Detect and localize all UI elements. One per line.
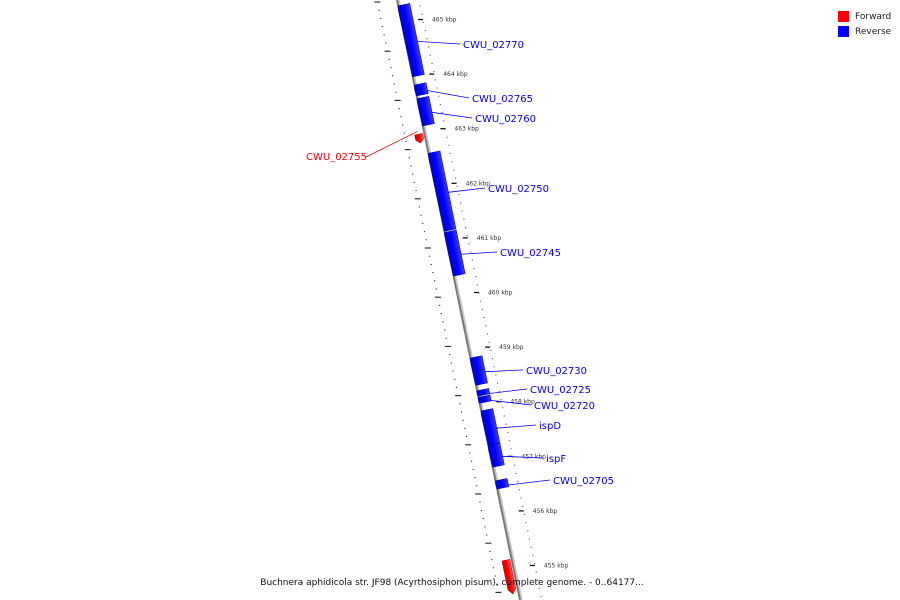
label-leader: [508, 479, 551, 486]
gene-arrow[interactable]: [413, 82, 429, 97]
reverse-swatch: [838, 26, 849, 37]
kbp-tick-label: 458 kbp: [510, 399, 535, 406]
gene-partial[interactable]: [501, 559, 517, 595]
strand-legend: Forward Reverse: [838, 9, 891, 39]
gene-arrow[interactable]: [414, 133, 425, 144]
gene-track: CWU_02770 CWU_02765 CWU_02760 CWU_02755 CWU_…: [306, 3, 614, 595]
gene-label[interactable]: CWU_02705: [553, 476, 614, 487]
gene-arrow[interactable]: [480, 408, 501, 446]
gene-cwu_02730[interactable]: CWU_02730: [469, 355, 587, 386]
kbp-tick-label: 462 kbp: [466, 180, 491, 187]
kbp-tick-label: 459 kbp: [499, 344, 524, 351]
kbp-tick-label: 460 kbp: [488, 290, 513, 297]
gene-label[interactable]: CWU_02730: [526, 366, 587, 377]
gene-arrow[interactable]: [476, 388, 491, 397]
gene-label[interactable]: ispF: [546, 454, 566, 465]
gene-label[interactable]: CWU_02725: [530, 385, 591, 396]
gene-label[interactable]: CWU_02770: [463, 40, 524, 51]
gene-arrow[interactable]: [427, 150, 457, 232]
label-leader: [502, 455, 544, 459]
gene-label[interactable]: CWU_02765: [472, 94, 533, 105]
gene-cwu_02720[interactable]: CWU_02720: [478, 394, 595, 412]
gene-label[interactable]: CWU_02745: [500, 248, 561, 259]
gene-cwu_02725[interactable]: CWU_02725: [476, 385, 591, 397]
kbp-tick-label: 455 kbp: [544, 563, 569, 570]
label-leader: [417, 40, 461, 45]
gene-cwu_02750[interactable]: CWU_02750: [427, 150, 549, 232]
gene-label[interactable]: CWU_02760: [475, 114, 536, 125]
legend-reverse-label: Reverse: [855, 26, 892, 37]
label-leader: [490, 399, 532, 406]
kbp-tick-label: 463 kbp: [454, 126, 479, 133]
gene-cwu_02765[interactable]: CWU_02765: [413, 82, 533, 105]
gene-arrow[interactable]: [501, 559, 517, 595]
legend-forward: Forward: [838, 9, 891, 24]
label-leader: [460, 251, 498, 255]
gene-cwu_02705[interactable]: CWU_02705: [495, 476, 614, 490]
label-leader: [427, 90, 470, 99]
legend-forward-label: Forward: [855, 11, 892, 22]
gene-ispf[interactable]: ispF: [487, 442, 567, 468]
gene-cwu_02770[interactable]: CWU_02770: [397, 3, 524, 78]
legend-reverse: Reverse: [838, 24, 891, 39]
gene-label[interactable]: CWU_02720: [534, 401, 595, 412]
gene-cwu_02755[interactable]: CWU_02755: [306, 131, 424, 163]
genome-caption: Buchnera aphidicola str. JF98 (Acyrthosi…: [260, 578, 644, 588]
kbp-tick-label: 457 kbp: [522, 453, 547, 460]
gene-arrow[interactable]: [444, 229, 466, 277]
label-leader: [431, 111, 473, 119]
label-leader: [448, 187, 486, 193]
gene-arrow[interactable]: [469, 355, 488, 386]
kbp-tick-label: 461 kbp: [477, 235, 502, 242]
gene-label[interactable]: CWU_02755: [306, 152, 367, 163]
gene-arrow[interactable]: [478, 394, 492, 404]
gene-label[interactable]: CWU_02750: [488, 184, 549, 195]
gene-arrow[interactable]: [397, 3, 425, 78]
gene-cwu_02745[interactable]: CWU_02745: [444, 229, 561, 277]
gene-ispd[interactable]: ispD: [480, 408, 562, 446]
label-leader: [489, 388, 528, 394]
gene-arrow[interactable]: [416, 95, 435, 127]
kbp-ruler: 465 kbp 464 kbp 463 kbp 462 kbp 461 kbp 460 k…: [417, 17, 569, 570]
kbp-tick-label: 456 kbp: [533, 508, 558, 515]
gene-arrow[interactable]: [487, 442, 505, 468]
kbp-tick-label: 465 kbp: [432, 17, 457, 24]
kbp-tick-label: 464 kbp: [443, 71, 468, 78]
gene-label[interactable]: ispD: [539, 421, 561, 432]
label-leader: [496, 424, 537, 429]
minor-tick-track: [374, 1, 542, 597]
forward-swatch: [838, 11, 849, 22]
gene-cwu_02760[interactable]: CWU_02760: [416, 95, 536, 127]
label-leader: [484, 369, 524, 373]
label-leader: [365, 131, 418, 158]
